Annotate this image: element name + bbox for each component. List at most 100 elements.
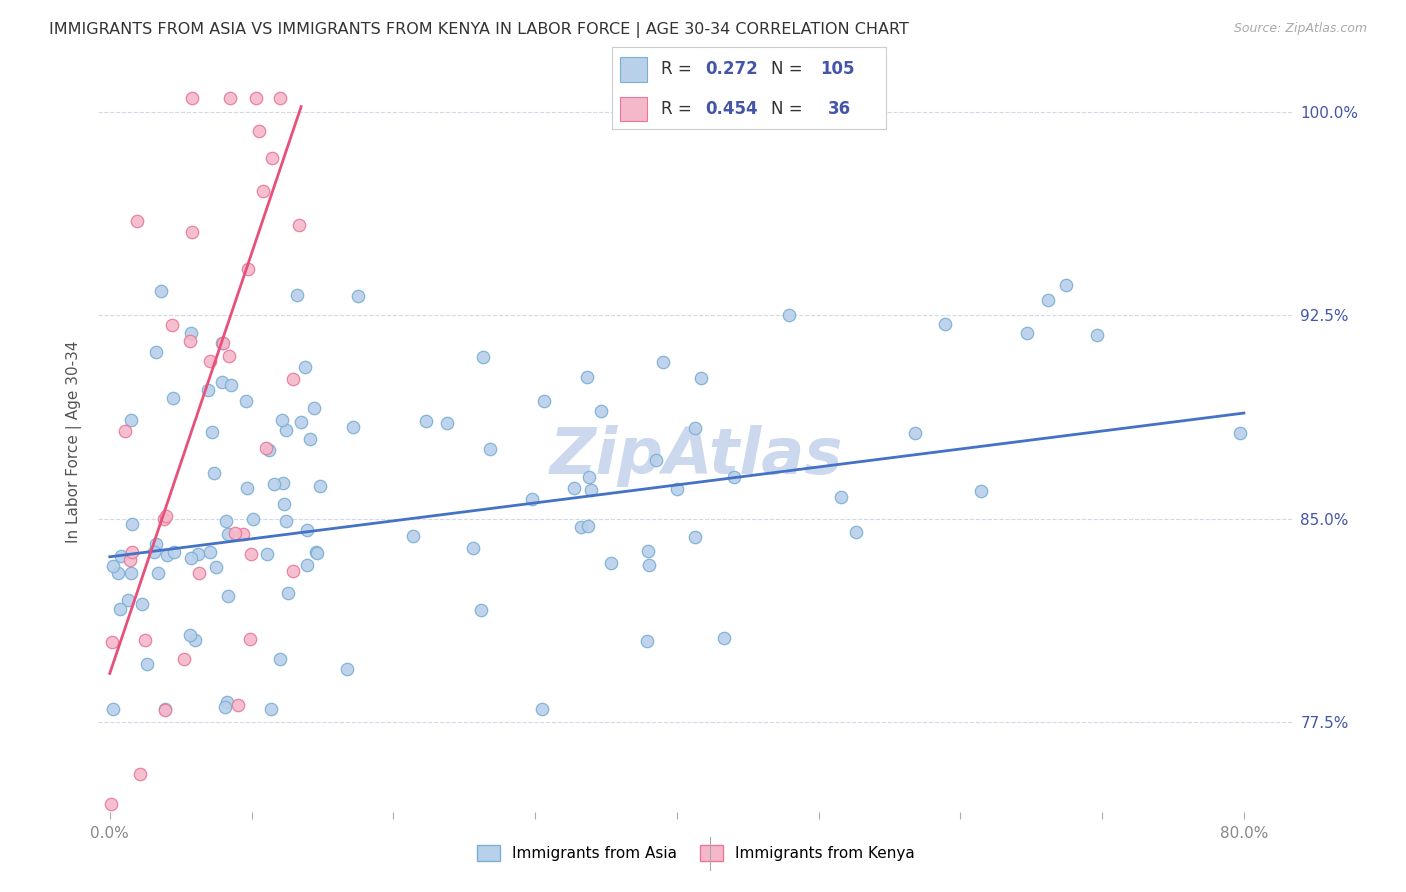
Point — [101, 558, 124, 573]
Point — [638, 558, 661, 572]
Point — [283, 372, 305, 386]
Point — [270, 413, 292, 427]
Point — [121, 517, 143, 532]
Point — [589, 404, 612, 418]
Point — [260, 701, 283, 715]
Point — [1085, 328, 1108, 343]
Point — [271, 476, 294, 491]
Text: 0.454: 0.454 — [704, 100, 758, 118]
Point — [180, 91, 202, 105]
Point — [1054, 278, 1077, 293]
Point — [153, 701, 176, 715]
Point — [569, 520, 592, 534]
Point — [934, 317, 956, 331]
Point — [683, 530, 706, 544]
Point — [845, 525, 868, 540]
Point — [290, 416, 312, 430]
Point — [470, 603, 492, 617]
Text: 105: 105 — [820, 61, 855, 78]
Point — [600, 556, 623, 570]
Point — [520, 491, 543, 506]
Point — [183, 632, 205, 647]
Point — [204, 559, 226, 574]
Text: R =: R = — [661, 100, 697, 118]
Point — [436, 416, 458, 430]
Point — [211, 376, 233, 390]
Point — [211, 336, 233, 351]
Point — [217, 589, 239, 603]
Point — [120, 566, 142, 580]
Legend: Immigrants from Asia, Immigrants from Kenya: Immigrants from Asia, Immigrants from Ke… — [471, 838, 921, 867]
Point — [155, 703, 177, 717]
Point — [309, 479, 332, 493]
Point — [578, 470, 600, 484]
Text: 0.272: 0.272 — [704, 61, 758, 78]
Text: N =: N = — [770, 61, 807, 78]
Point — [652, 355, 675, 369]
Point — [581, 483, 603, 497]
Point — [131, 597, 153, 611]
Point — [347, 289, 370, 303]
Point — [254, 441, 277, 455]
Point — [239, 632, 262, 646]
Point — [156, 548, 179, 562]
Point — [778, 308, 800, 322]
Point — [472, 350, 495, 364]
Point — [145, 537, 167, 551]
Point — [575, 370, 598, 384]
Point — [120, 413, 142, 427]
Point — [479, 442, 502, 456]
Point — [180, 326, 202, 341]
Point — [202, 466, 225, 480]
Point — [970, 483, 993, 498]
Point — [636, 634, 658, 648]
Point — [1015, 326, 1038, 341]
Text: R =: R = — [661, 61, 697, 78]
Point — [260, 151, 283, 165]
Point — [690, 371, 713, 385]
Point — [238, 261, 260, 276]
Point — [247, 124, 270, 138]
Point — [723, 470, 745, 484]
Point — [235, 394, 257, 409]
Point — [240, 547, 263, 561]
Point — [146, 566, 169, 581]
Point — [302, 401, 325, 416]
Point — [644, 452, 666, 467]
Point — [218, 350, 240, 364]
Point — [665, 483, 688, 497]
Point — [179, 334, 201, 349]
Point — [219, 378, 242, 392]
Point — [226, 698, 249, 712]
Point — [100, 797, 122, 811]
Point — [256, 547, 278, 561]
Point — [830, 491, 852, 505]
Point — [297, 523, 319, 537]
Point — [263, 477, 285, 491]
Point — [285, 288, 308, 302]
Point — [533, 394, 555, 409]
Point — [117, 593, 139, 607]
Point — [1038, 293, 1060, 307]
Point — [637, 544, 659, 558]
Point — [173, 651, 195, 665]
Point — [297, 558, 319, 573]
Point — [274, 514, 297, 528]
Point — [683, 420, 706, 434]
Point — [562, 482, 585, 496]
Point — [242, 511, 264, 525]
Text: ZipAtlas: ZipAtlas — [550, 425, 842, 487]
Point — [125, 214, 148, 228]
Point — [217, 527, 239, 541]
Point — [305, 546, 328, 560]
Point — [181, 225, 204, 239]
Point — [298, 432, 321, 446]
Point — [415, 414, 437, 428]
Point — [101, 635, 124, 649]
Point — [187, 547, 209, 561]
Point — [155, 508, 177, 523]
Point — [129, 767, 152, 781]
Point — [121, 545, 143, 559]
Point — [114, 424, 136, 438]
Point — [269, 91, 291, 105]
